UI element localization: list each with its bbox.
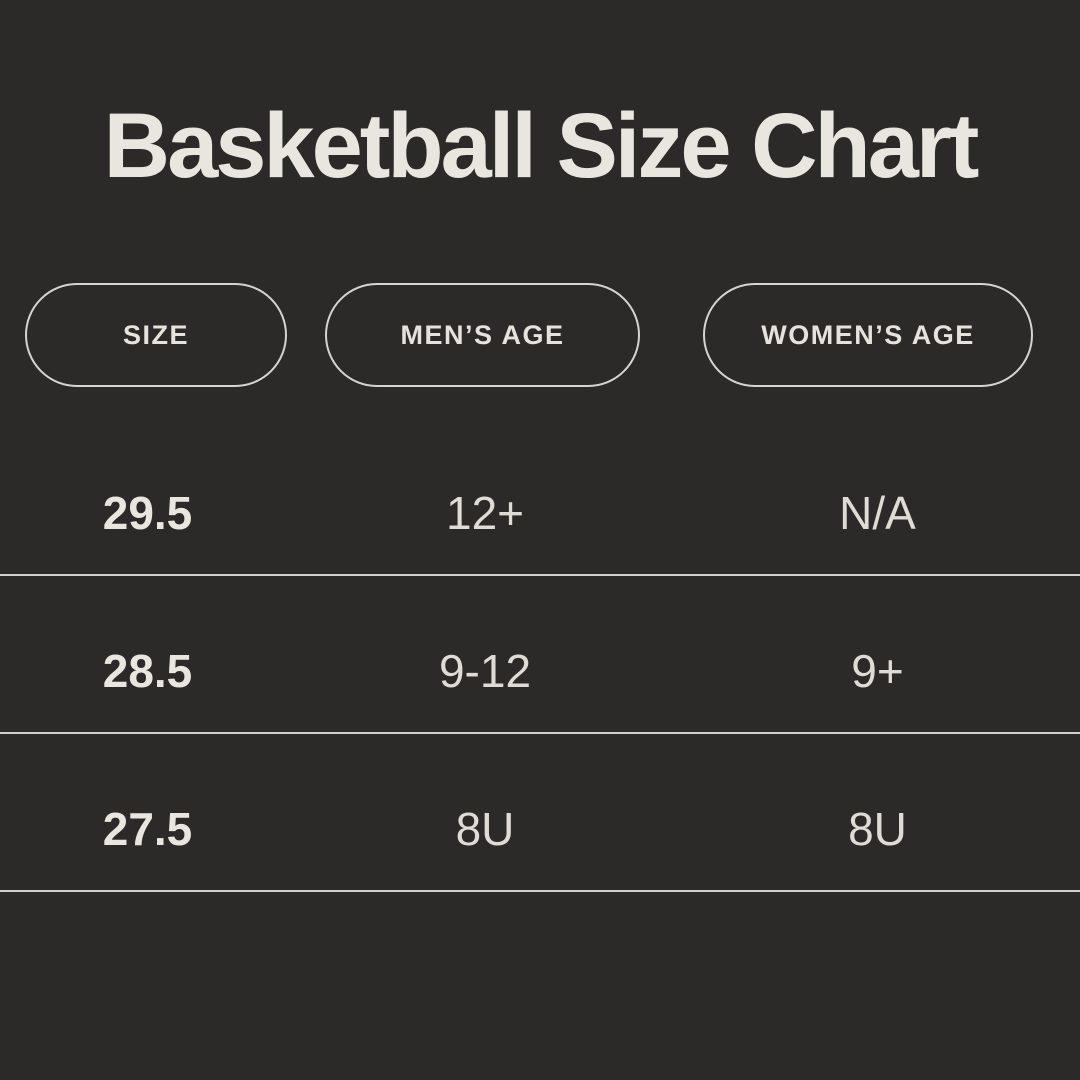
cell-mens-age: 12+ bbox=[445, 487, 525, 539]
cell-womens-age: 9+ bbox=[851, 645, 904, 697]
cell-mens-age: 9-12 bbox=[438, 645, 532, 697]
cell-mens-age: 8U bbox=[455, 803, 515, 855]
header-label-womens-age: WOMEN’S AGE bbox=[761, 319, 975, 350]
table-row: 27.5 8U 8U bbox=[0, 734, 1080, 892]
header-label-size: SIZE bbox=[122, 319, 189, 350]
cell-womens-age: N/A bbox=[839, 487, 916, 539]
header-label-mens-age: MEN’S AGE bbox=[400, 319, 565, 350]
cell-womens-age: 8U bbox=[848, 803, 907, 855]
header-pill-mens-age: MEN’S AGE bbox=[325, 283, 640, 387]
page-title: Basketball Size Chart bbox=[103, 95, 980, 197]
table-row: 28.5 9-12 9+ bbox=[0, 576, 1080, 734]
header-pill-womens-age: WOMEN’S AGE bbox=[703, 283, 1033, 387]
header-pill-size: SIZE bbox=[25, 283, 287, 387]
table-row: 29.5 12+ N/A bbox=[0, 418, 1080, 576]
cell-size: 27.5 bbox=[102, 803, 193, 855]
table-body: 29.5 12+ N/A 28.5 9-12 9+ 27.5 8U 8U bbox=[0, 418, 1080, 892]
cell-size: 28.5 bbox=[102, 645, 193, 697]
cell-size: 29.5 bbox=[102, 487, 193, 539]
